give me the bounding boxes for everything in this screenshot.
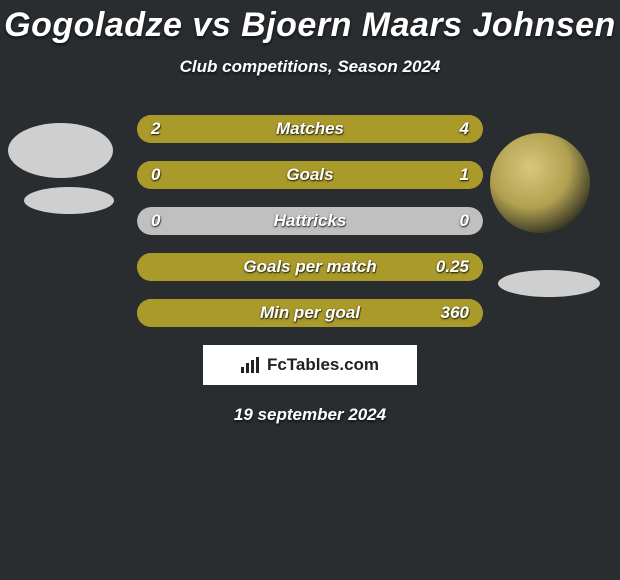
stat-right-value: 0 [460,211,469,231]
stat-row: Matches 2 4 [137,115,483,143]
stat-label: Goals [286,165,333,185]
stat-right-value: 4 [460,119,469,139]
comparison-content: Matches 2 4 Goals 0 1 Hattricks 0 0 Goals per mat… [0,115,620,425]
stat-right-value: 1 [460,165,469,185]
logo-text: FcTables.com [267,355,379,375]
stat-label: Hattricks [274,211,347,231]
page-title: Gogoladze vs Bjoern Maars Johnsen [0,0,620,45]
date-text: 19 september 2024 [0,405,620,425]
avatar-left_big [8,123,113,178]
stat-row: Hattricks 0 0 [137,207,483,235]
stat-right-value: 0.25 [436,257,469,277]
stat-right-value: 360 [441,303,469,323]
stat-row: Goals 0 1 [137,161,483,189]
stat-left-value: 0 [151,165,160,185]
stat-label: Matches [276,119,344,139]
avatar-right_small [498,270,600,297]
stat-left-value: 2 [151,119,160,139]
avatar-left_small [24,187,114,214]
avatar-right_big [490,133,590,233]
stat-bars: Matches 2 4 Goals 0 1 Hattricks 0 0 Goals per mat… [137,115,483,327]
chart-icon [241,357,261,373]
stat-left-value: 0 [151,211,160,231]
subtitle: Club competitions, Season 2024 [0,57,620,77]
stat-row: Min per goal 360 [137,299,483,327]
stat-label: Min per goal [260,303,360,323]
stat-row: Goals per match 0.25 [137,253,483,281]
fctables-logo[interactable]: FcTables.com [203,345,417,385]
stat-label: Goals per match [243,257,376,277]
